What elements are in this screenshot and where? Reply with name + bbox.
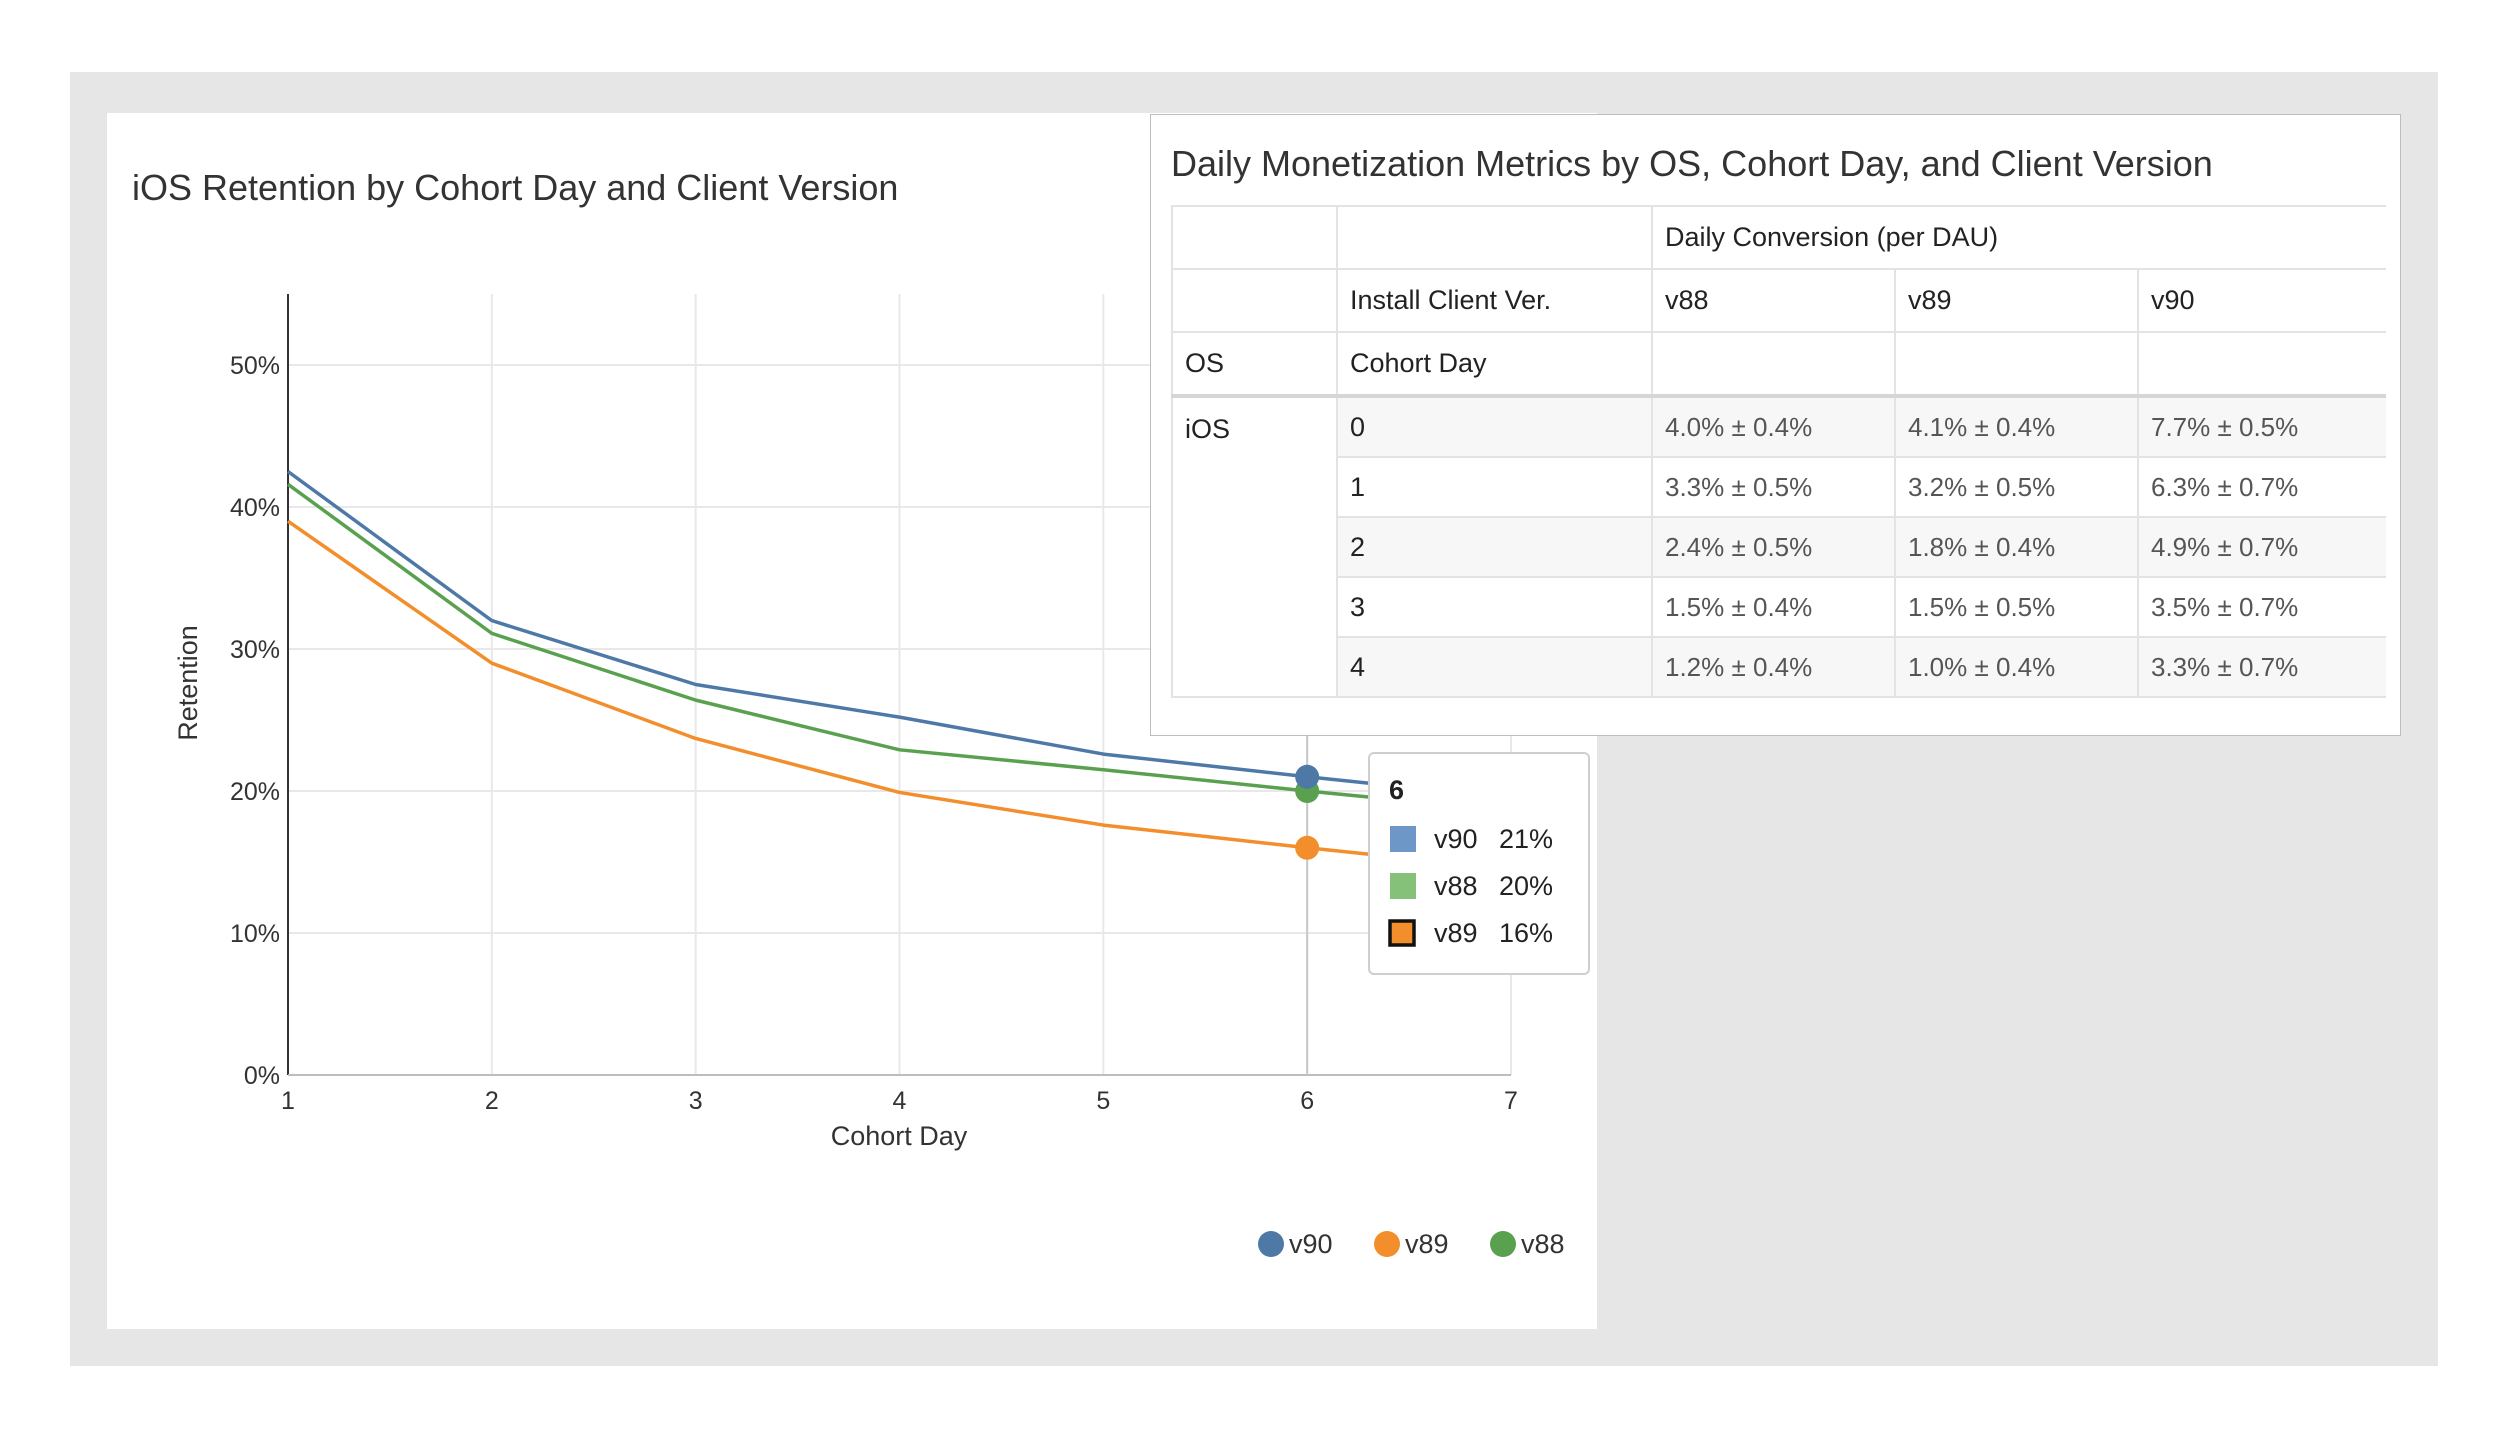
value-cell: 1.8% ± 0.4%: [1894, 516, 2139, 578]
tooltip-swatch-v89: [1388, 919, 1416, 947]
install-client-version-header: Install Client Ver.: [1336, 268, 1653, 333]
table-scroll-area[interactable]: Daily Conversion (per DAU) Install Clien…: [1171, 205, 2386, 715]
table-header-row: Daily Conversion (per DAU): [1171, 205, 2386, 270]
monetization-table-card: Daily Monetization Metrics by OS, Cohort…: [1150, 114, 2401, 736]
y-axis-title: Retention: [173, 625, 203, 741]
os-header: OS: [1171, 331, 1338, 398]
x-tick-label: 1: [281, 1087, 295, 1115]
value-cell: 1.0% ± 0.4%: [1894, 636, 2139, 698]
x-tick-label: 4: [893, 1087, 907, 1115]
value-cell: 4.1% ± 0.4%: [1894, 395, 2139, 458]
legend-label-v89: v89: [1405, 1229, 1449, 1259]
cohort-day-cell: 3: [1336, 576, 1653, 638]
header-empty-cell: [2137, 331, 2386, 398]
table-title: Daily Monetization Metrics by OS, Cohort…: [1171, 143, 2213, 184]
tooltip-series-label: v90: [1434, 824, 1478, 854]
tooltip-series-value: 21%: [1499, 824, 1553, 854]
value-cell: 1.5% ± 0.5%: [1894, 576, 2139, 638]
cohort-day-header: Cohort Day: [1336, 331, 1653, 398]
x-axis-title: Cohort Day: [831, 1121, 968, 1151]
tooltip-swatch-v88: [1390, 873, 1416, 899]
version-header-v88: v88: [1651, 268, 1896, 333]
tooltip-series-value: 20%: [1499, 871, 1553, 901]
value-cell: 3.3% ± 0.5%: [1651, 456, 1896, 518]
x-tick-label: 6: [1300, 1087, 1314, 1115]
header-empty-cell: [1651, 331, 1896, 398]
value-cell: 4.9% ± 0.7%: [2137, 516, 2386, 578]
cohort-day-cell: 0: [1336, 395, 1653, 458]
legend-marker-v90: [1258, 1231, 1284, 1257]
x-tick-label: 2: [485, 1087, 499, 1115]
header-empty-cell: [1336, 205, 1653, 270]
legend-marker-v89: [1374, 1231, 1400, 1257]
cohort-day-cell: 1: [1336, 456, 1653, 518]
hover-point-v90: [1295, 764, 1320, 789]
table-row: 1 3.3% ± 0.5% 3.2% ± 0.5% 6.3% ± 0.7%: [1172, 456, 2386, 518]
table-row: iOS 0 4.0% ± 0.4% 4.1% ± 0.4% 7.7% ± 0.5…: [1171, 395, 2386, 698]
tooltip-series-value: 16%: [1499, 918, 1553, 948]
value-cell: 4.0% ± 0.4%: [1651, 395, 1896, 458]
cohort-day-cell: 2: [1336, 516, 1653, 578]
table-row: 2 2.4% ± 0.5% 1.8% ± 0.4% 4.9% ± 0.7%: [1172, 516, 2386, 578]
legend-label-v88: v88: [1521, 1229, 1565, 1259]
chart-legend: v90 v89 v88: [1258, 1229, 1565, 1259]
y-tick-label: 50%: [230, 352, 280, 380]
tooltip-series-label: v89: [1434, 918, 1478, 948]
metric-header: Daily Conversion (per DAU): [1651, 205, 2386, 270]
chart-title: iOS Retention by Cohort Day and Client V…: [132, 167, 898, 208]
cohort-day-cell: 4: [1336, 636, 1653, 698]
legend-marker-v88: [1490, 1231, 1516, 1257]
value-cell: 6.3% ± 0.7%: [2137, 456, 2386, 518]
legend-label-v90: v90: [1289, 1229, 1333, 1259]
y-tick-label: 10%: [230, 920, 280, 948]
y-tick-label: 20%: [230, 778, 280, 806]
header-empty-cell: [1171, 268, 1338, 333]
version-header-v89: v89: [1894, 268, 2139, 333]
header-empty-cell: [1894, 331, 2139, 398]
tooltip-swatch-v90: [1390, 826, 1416, 852]
x-tick-label: 3: [689, 1087, 703, 1115]
os-cell: iOS: [1171, 395, 1338, 698]
tooltip-box: [1368, 752, 1590, 975]
y-tick-label: 0%: [244, 1062, 280, 1090]
table-row: 4 1.2% ± 0.4% 1.0% ± 0.4% 3.3% ± 0.7%: [1172, 636, 2386, 698]
y-tick-label: 40%: [230, 494, 280, 522]
hover-point-v89: [1295, 835, 1320, 860]
table-header-row: OS Cohort Day: [1171, 331, 2386, 398]
value-cell: 1.5% ± 0.4%: [1651, 576, 1896, 638]
x-tick-label: 7: [1504, 1087, 1518, 1115]
x-tick-label: 5: [1096, 1087, 1110, 1115]
value-cell: 3.3% ± 0.7%: [2137, 636, 2386, 698]
table-row: 3 1.5% ± 0.4% 1.5% ± 0.5% 3.5% ± 0.7%: [1172, 576, 2386, 638]
value-cell: 3.5% ± 0.7%: [2137, 576, 2386, 638]
value-cell: 2.4% ± 0.5%: [1651, 516, 1896, 578]
monetization-table: Daily Conversion (per DAU) Install Clien…: [1171, 205, 2386, 698]
tooltip-series-label: v88: [1434, 871, 1478, 901]
header-empty-cell: [1171, 205, 1338, 270]
x-axis-ticks: 1 2 3 4 5 6 7: [281, 1087, 1518, 1115]
value-cell: 1.2% ± 0.4%: [1651, 636, 1896, 698]
y-tick-label: 30%: [230, 636, 280, 664]
value-cell: 7.7% ± 0.5%: [2137, 395, 2386, 458]
value-cell: 3.2% ± 0.5%: [1894, 456, 2139, 518]
version-header-v90: v90: [2137, 268, 2386, 333]
tooltip-title: 6: [1389, 775, 1404, 805]
hover-tooltip: 6 v90 21% v88 20% v89 16%: [1368, 752, 1590, 975]
table-header-row: Install Client Ver. v88 v89 v90: [1171, 268, 2386, 333]
y-axis-ticks: 0% 10% 20% 30% 40% 50%: [230, 352, 280, 1090]
